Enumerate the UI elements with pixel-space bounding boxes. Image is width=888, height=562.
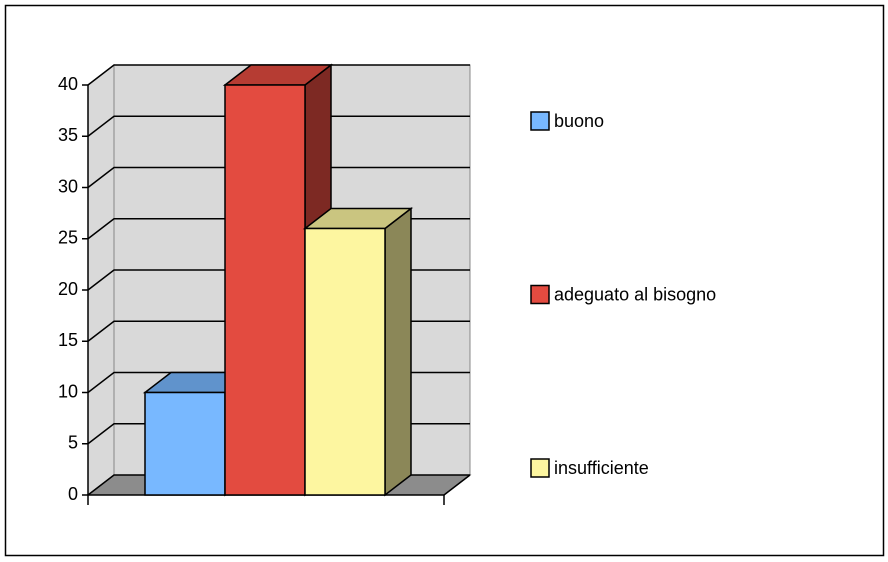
y-tick-label: 5	[68, 433, 78, 453]
y-tick-label: 35	[58, 125, 78, 145]
grid-line	[87, 166, 470, 189]
bar	[144, 391, 226, 496]
legend-swatch	[530, 284, 550, 305]
bar	[304, 227, 386, 496]
y-tick-label: 15	[58, 330, 78, 350]
legend-label: adeguato al bisogno	[554, 284, 716, 304]
legend-label: insufficiente	[554, 458, 649, 478]
legend-swatch	[530, 111, 550, 131]
y-tick-label: 40	[58, 74, 78, 94]
grid-line	[87, 115, 470, 137]
y-tick-label: 30	[58, 176, 78, 196]
y-tick-label: 25	[58, 228, 78, 248]
y-tick-label: 0	[68, 484, 78, 504]
grid-line	[87, 64, 470, 86]
legend-swatch	[530, 458, 550, 478]
y-tick-label: 10	[58, 381, 78, 401]
bar-side	[384, 206, 412, 497]
legend-label: buono	[554, 111, 604, 131]
y-tick-label: 20	[58, 279, 78, 299]
bar	[224, 84, 306, 496]
